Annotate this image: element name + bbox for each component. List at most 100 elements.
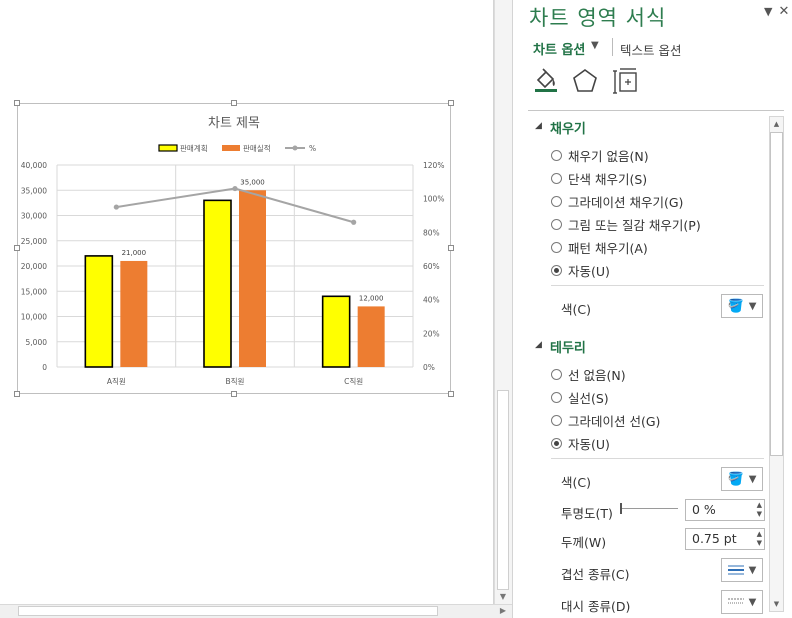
legend-marker[interactable] <box>292 145 298 151</box>
y-left-tick-label[interactable]: 25,000 <box>21 237 47 246</box>
border-option-2[interactable]: 그라데이션 선(G) <box>551 411 660 429</box>
x-tick-label[interactable]: C직원 <box>344 376 363 386</box>
radio-button[interactable] <box>551 172 562 184</box>
pane-scroll-down-icon[interactable]: ▼ <box>773 600 780 608</box>
resize-handle-bottom-left[interactable] <box>14 391 20 397</box>
radio-button[interactable] <box>551 414 562 426</box>
fill-option-4[interactable]: 패턴 채우기(A) <box>551 238 648 256</box>
border-section-heading[interactable]: 테두리 <box>550 341 586 356</box>
compound-type-button[interactable]: ▼ <box>721 558 763 582</box>
y-right-tick-label[interactable]: 20% <box>423 329 440 338</box>
y-left-tick-label[interactable]: 10,000 <box>21 313 47 322</box>
divider <box>551 458 764 459</box>
size-properties-icon[interactable] <box>612 67 640 95</box>
y-left-tick-label[interactable]: 20,000 <box>21 262 47 271</box>
fill-option-3[interactable]: 그림 또는 질감 채우기(P) <box>551 215 701 233</box>
resize-handle-top-left[interactable] <box>14 100 20 106</box>
y-left-tick-label[interactable]: 15,000 <box>21 287 47 296</box>
close-icon[interactable]: ✕ <box>778 4 790 19</box>
effects-pentagon-icon[interactable] <box>571 67 599 95</box>
fill-option-0[interactable]: 채우기 없음(N) <box>551 146 649 164</box>
transparency-slider[interactable] <box>620 508 678 509</box>
collapse-triangle-icon[interactable]: ◢ <box>535 340 542 350</box>
radio-button[interactable] <box>551 437 562 449</box>
y-left-tick-label[interactable]: 0 <box>42 363 47 372</box>
data-label[interactable]: 35,000 <box>240 178 265 186</box>
bar-판매실적-C직원[interactable] <box>357 306 385 367</box>
y-left-tick-label[interactable]: 35,000 <box>21 186 47 195</box>
fill-line-icon[interactable] <box>532 66 560 94</box>
radio-button[interactable] <box>551 241 562 253</box>
radio-button[interactable] <box>551 264 562 276</box>
legend-swatch[interactable] <box>222 145 240 151</box>
radio-button[interactable] <box>551 149 562 161</box>
radio-button[interactable] <box>551 368 562 380</box>
chart-plot[interactable]: 차트 제목 0 5,000 10,000 15,000 20,000 25,000 30,00… <box>17 103 451 394</box>
tab-chart-options[interactable]: 차트 옵션 <box>533 43 586 58</box>
dash-type-button[interactable]: ▼ <box>721 590 763 614</box>
border-option-3[interactable]: 자동(U) <box>551 434 610 452</box>
y-right-tick-label[interactable]: 40% <box>423 296 440 305</box>
radio-button[interactable] <box>551 195 562 207</box>
scroll-right-arrow-icon[interactable]: ▶ <box>499 606 507 615</box>
transparency-slider-knob[interactable] <box>620 503 622 514</box>
line-series-%[interactable] <box>116 187 354 224</box>
pane-title: 차트 영역 서식 <box>529 6 667 30</box>
data-label[interactable]: 21,000 <box>122 249 147 257</box>
y-left-tick-label[interactable]: 30,000 <box>21 212 47 221</box>
resize-handle-bottom[interactable] <box>231 391 237 397</box>
line-point-B직원[interactable] <box>232 185 238 192</box>
bar-판매계획-C직원[interactable] <box>321 295 351 368</box>
x-tick-label[interactable]: A직원 <box>107 376 126 386</box>
fill-color-label: 색(C) <box>561 302 591 317</box>
spin-arrows-icon[interactable]: ▲ ▼ <box>756 530 762 547</box>
tab-text-options[interactable]: 텍스트 옵션 <box>620 43 682 58</box>
y-left-tick-label[interactable]: 5,000 <box>26 338 48 347</box>
radio-button[interactable] <box>551 391 562 403</box>
pane-options-chevron-icon[interactable]: ▼ <box>764 5 773 18</box>
y-right-tick-label[interactable]: 120% <box>423 161 444 170</box>
width-input[interactable]: 0.75 pt ▲ ▼ <box>685 528 765 550</box>
resize-handle-top[interactable] <box>231 100 237 106</box>
resize-handle-left[interactable] <box>14 245 20 251</box>
resize-handle-bottom-right[interactable] <box>448 391 454 397</box>
fill-option-2[interactable]: 그라데이션 채우기(G) <box>551 192 683 210</box>
fill-color-button[interactable]: 🪣 ▼ <box>721 294 763 318</box>
y-right-tick-label[interactable]: 60% <box>423 262 440 271</box>
pane-scroll-thumb[interactable] <box>770 132 783 456</box>
bar-판매계획-A직원[interactable] <box>84 255 114 368</box>
legend-label[interactable]: 판매계획 <box>180 143 208 153</box>
chevron-down-icon[interactable]: ▼ <box>591 40 599 51</box>
x-tick-label[interactable]: B직원 <box>226 376 245 386</box>
legend-label[interactable]: % <box>309 144 316 153</box>
legend-label[interactable]: 판매실적 <box>243 143 271 153</box>
bar-판매실적-A직원[interactable] <box>120 260 148 367</box>
resize-handle-top-right[interactable] <box>448 100 454 106</box>
fill-option-5[interactable]: 자동(U) <box>551 261 610 279</box>
y-right-tick-label[interactable]: 0% <box>423 363 435 372</box>
legend-swatch[interactable] <box>158 144 178 152</box>
spin-arrows-icon[interactable]: ▲ ▼ <box>756 501 762 518</box>
chart-title[interactable]: 차트 제목 <box>208 116 260 131</box>
sheet-vertical-scroll-thumb[interactable] <box>497 390 509 590</box>
fill-option-1[interactable]: 단색 채우기(S) <box>551 169 647 187</box>
collapse-triangle-icon[interactable]: ◢ <box>535 121 542 131</box>
bar-판매계획-B직원[interactable] <box>203 199 232 368</box>
data-label[interactable]: 12,000 <box>359 294 384 302</box>
transparency-input[interactable]: 0 % ▲ ▼ <box>685 499 765 521</box>
sheet-horizontal-scroll-thumb[interactable] <box>18 606 438 616</box>
y-right-tick-label[interactable]: 80% <box>423 228 440 237</box>
border-color-button[interactable]: 🪣 ▼ <box>721 467 763 491</box>
y-right-tick-label[interactable]: 100% <box>423 195 444 204</box>
radio-button[interactable] <box>551 218 562 230</box>
border-option-1[interactable]: 실선(S) <box>551 388 609 406</box>
resize-handle-right[interactable] <box>448 245 454 251</box>
line-point-A직원[interactable] <box>113 204 119 210</box>
scroll-down-arrow-icon[interactable]: ▼ <box>499 592 507 601</box>
y-left-tick-label[interactable]: 40,000 <box>21 161 47 170</box>
pane-scroll-up-icon[interactable]: ▲ <box>773 120 780 128</box>
fill-section-heading[interactable]: 채우기 <box>550 122 586 137</box>
bar-판매실적-B직원[interactable] <box>239 190 266 367</box>
border-option-0[interactable]: 선 없음(N) <box>551 365 626 383</box>
line-point-C직원[interactable] <box>351 219 357 225</box>
